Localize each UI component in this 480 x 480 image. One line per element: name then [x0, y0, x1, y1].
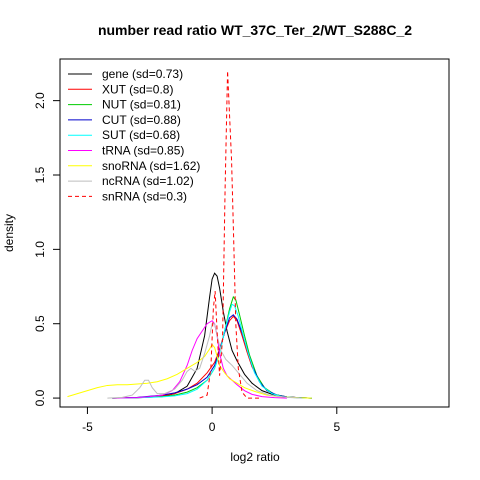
legend: gene (sd=0.73)XUT (sd=0.8) NUT (sd=0.81)C… [68, 67, 200, 203]
series-line-7 [107, 323, 302, 399]
y-tick-label-1: 0.5 [33, 315, 47, 332]
x-axis-label: log2 ratio [230, 450, 280, 464]
chart-title: number read ratio WT_37C_Ter_2/WT_S288C_… [98, 22, 412, 38]
series-line-4 [112, 303, 312, 399]
legend-label-2: NUT (sd=0.81) [102, 98, 181, 112]
legend-label-8: snRNA (sd=0.3) [102, 189, 187, 203]
legend-label-1: XUT (sd=0.8) [102, 82, 173, 96]
y-axis-label: density [2, 214, 16, 252]
series-line-6 [67, 343, 312, 399]
y-tick-label-0: 0.0 [33, 389, 47, 406]
plot-area [67, 70, 312, 399]
legend-label-6: snoRNA (sd=1.62) [102, 159, 200, 173]
y-tick-label-3: 1.5 [33, 166, 47, 183]
y-tick-label-2: 1.0 [33, 241, 47, 258]
legend-label-5: tRNA (sd=0.85) [102, 144, 184, 158]
series-line-8 [199, 70, 262, 399]
legend-label-0: gene (sd=0.73) [102, 67, 183, 81]
series-line-0 [112, 272, 312, 399]
y-tick-label-4: 2.0 [33, 92, 47, 109]
series-line-3 [112, 314, 312, 399]
x-tick-label-0: -5 [82, 420, 93, 434]
y-axis: 0.0 0.5 1.0 1.5 2.0 [33, 92, 61, 406]
x-axis: -5 0 5 [82, 406, 340, 434]
legend-label-3: CUT (sd=0.88) [102, 113, 181, 127]
x-tick-label-1: 0 [209, 420, 216, 434]
legend-label-7: ncRNA (sd=1.02) [102, 174, 194, 188]
series-line-1 [112, 315, 312, 399]
x-tick-label-2: 5 [333, 420, 340, 434]
series-line-2 [112, 295, 312, 399]
legend-label-4: SUT (sd=0.68) [102, 128, 180, 142]
